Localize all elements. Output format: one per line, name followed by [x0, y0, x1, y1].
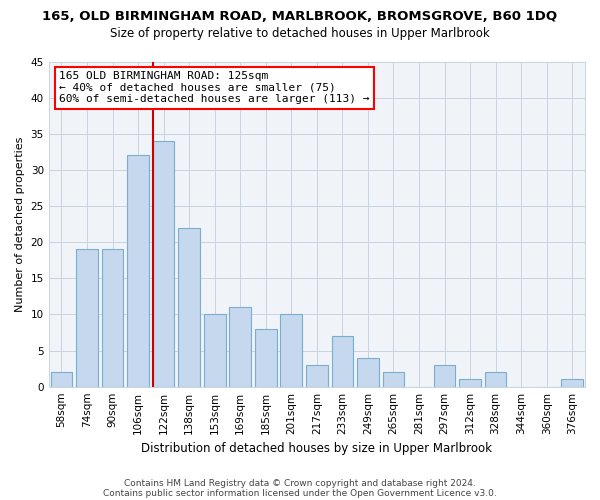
Text: 165, OLD BIRMINGHAM ROAD, MARLBROOK, BROMSGROVE, B60 1DQ: 165, OLD BIRMINGHAM ROAD, MARLBROOK, BRO… [43, 10, 557, 23]
Bar [127, 156, 149, 386]
Bar [434, 365, 455, 386]
Text: 165 OLD BIRMINGHAM ROAD: 125sqm
← 40% of detached houses are smaller (75)
60% of: 165 OLD BIRMINGHAM ROAD: 125sqm ← 40% of… [59, 72, 370, 104]
Bar [332, 336, 353, 386]
X-axis label: Distribution of detached houses by size in Upper Marlbrook: Distribution of detached houses by size … [142, 442, 493, 455]
Bar [459, 380, 481, 386]
Bar [101, 250, 124, 386]
Text: Size of property relative to detached houses in Upper Marlbrook: Size of property relative to detached ho… [110, 28, 490, 40]
Y-axis label: Number of detached properties: Number of detached properties [15, 136, 25, 312]
Bar [280, 314, 302, 386]
Bar [357, 358, 379, 386]
Bar [153, 141, 175, 386]
Text: Contains public sector information licensed under the Open Government Licence v3: Contains public sector information licen… [103, 488, 497, 498]
Bar [306, 365, 328, 386]
Text: Contains HM Land Registry data © Crown copyright and database right 2024.: Contains HM Land Registry data © Crown c… [124, 478, 476, 488]
Bar [255, 329, 277, 386]
Bar [383, 372, 404, 386]
Bar [562, 380, 583, 386]
Bar [178, 228, 200, 386]
Bar [485, 372, 506, 386]
Bar [76, 250, 98, 386]
Bar [204, 314, 226, 386]
Bar [50, 372, 72, 386]
Bar [229, 307, 251, 386]
